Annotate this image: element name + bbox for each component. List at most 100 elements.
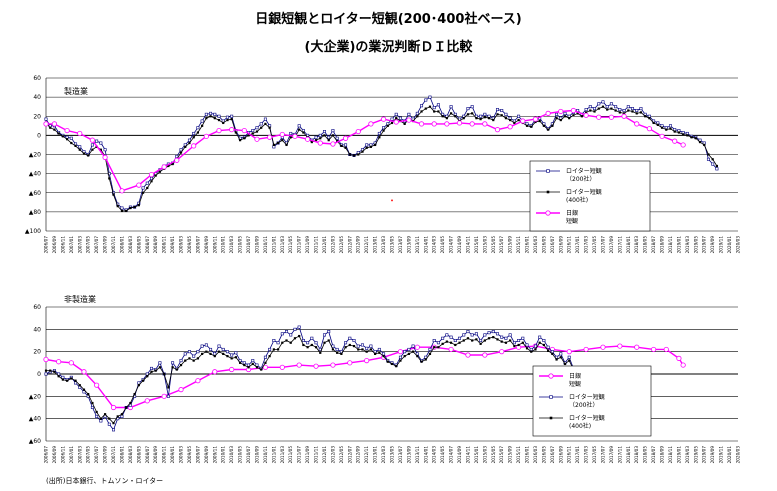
series-point: [213, 112, 217, 116]
series-point: [230, 118, 233, 121]
x-tick-label: 2008/03: [128, 236, 133, 254]
series-point: [369, 344, 373, 348]
series-point: [462, 117, 465, 120]
series-point: [397, 349, 404, 355]
series-point: [247, 366, 250, 369]
series-point: [335, 347, 339, 351]
x-tick-label: 2017/11: [617, 236, 622, 254]
x-tick-label: 2015/03: [482, 446, 487, 464]
series-point: [428, 95, 432, 99]
legend-marker: [548, 373, 554, 379]
series-point: [369, 145, 373, 148]
series-point: [431, 121, 437, 127]
series-point: [492, 336, 495, 339]
x-tick-label: 2016/11: [567, 236, 572, 254]
series-point: [344, 346, 347, 349]
y-tick-label: 20: [33, 113, 41, 120]
series-point: [593, 110, 596, 113]
y-tick-label: ▲60: [29, 438, 41, 445]
series-point: [95, 139, 99, 143]
series-point: [144, 398, 150, 404]
series-point: [533, 344, 537, 348]
series-point: [479, 114, 483, 118]
series-point: [698, 140, 702, 144]
series-point: [500, 114, 503, 117]
series-point: [559, 356, 562, 359]
series-point: [90, 143, 94, 147]
x-tick-label: 2008/09: [153, 236, 158, 254]
series-point: [179, 363, 183, 367]
series-point: [509, 118, 512, 122]
series-point: [167, 164, 170, 168]
stray-point: [391, 199, 393, 202]
x-tick-label: 2011/03: [280, 236, 285, 254]
series-point: [432, 106, 436, 110]
series-point: [365, 346, 369, 350]
series-point: [622, 109, 626, 113]
series-point: [711, 162, 715, 166]
series-point: [87, 154, 90, 157]
series-point: [682, 133, 685, 136]
series-point: [188, 141, 191, 145]
series-point: [331, 348, 335, 351]
series-point: [65, 379, 69, 382]
legend-sublabel: (400社): [569, 422, 591, 430]
series-point: [606, 108, 609, 111]
series-point: [213, 117, 216, 120]
legend-label: ロイター短観: [569, 414, 605, 422]
series-point: [482, 121, 488, 127]
series-point: [255, 130, 259, 133]
x-tick-label: 2019/11: [719, 236, 724, 254]
series-point: [125, 209, 128, 213]
series-point: [204, 343, 208, 347]
series-point: [340, 352, 343, 355]
series-point: [566, 349, 572, 355]
series-point: [49, 369, 52, 372]
series-point: [217, 350, 221, 353]
series-point: [82, 388, 86, 391]
series-point: [331, 129, 335, 133]
series-point: [360, 343, 364, 347]
x-tick-label: 2019/05: [693, 446, 698, 464]
x-tick-label: 2007/05: [86, 446, 91, 464]
series-point: [534, 348, 537, 351]
x-tick-label: 2011/07: [297, 446, 302, 464]
series-point: [148, 171, 155, 178]
series-point: [618, 111, 621, 114]
series-point: [281, 341, 284, 344]
series-point: [255, 363, 259, 367]
x-tick-label: 2009/03: [179, 236, 184, 254]
x-tick-label: 2013/01: [373, 446, 378, 464]
series-point: [120, 206, 124, 210]
series-point: [458, 336, 462, 340]
series-point: [263, 355, 267, 359]
series-point: [108, 177, 111, 180]
legend-sublabel: 短観: [569, 380, 581, 388]
series-point: [280, 332, 284, 336]
x-tick-label: 2009/11: [212, 446, 217, 464]
series-point: [145, 181, 149, 185]
series-point: [390, 117, 394, 121]
x-tick-label: 2007/07: [94, 446, 99, 464]
series-point: [441, 115, 444, 118]
series-point: [659, 133, 665, 139]
series-point: [178, 387, 184, 393]
series-point: [715, 164, 719, 168]
series-point: [433, 110, 436, 113]
series-point: [568, 117, 571, 120]
x-tick-label: 2017/01: [575, 446, 580, 464]
x-tick-label: 2017/05: [592, 446, 597, 464]
series-point: [112, 193, 115, 196]
series-point: [348, 153, 351, 156]
series-point: [125, 406, 128, 409]
x-tick-label: 2012/09: [356, 446, 361, 464]
series-point: [500, 109, 504, 113]
series-point: [365, 146, 368, 149]
series-point: [200, 119, 204, 123]
x-tick-label: 2017/09: [609, 446, 614, 464]
x-tick-label: 2012/01: [322, 236, 327, 254]
x-tick-label: 2010/05: [238, 446, 243, 464]
series-point: [466, 337, 470, 340]
